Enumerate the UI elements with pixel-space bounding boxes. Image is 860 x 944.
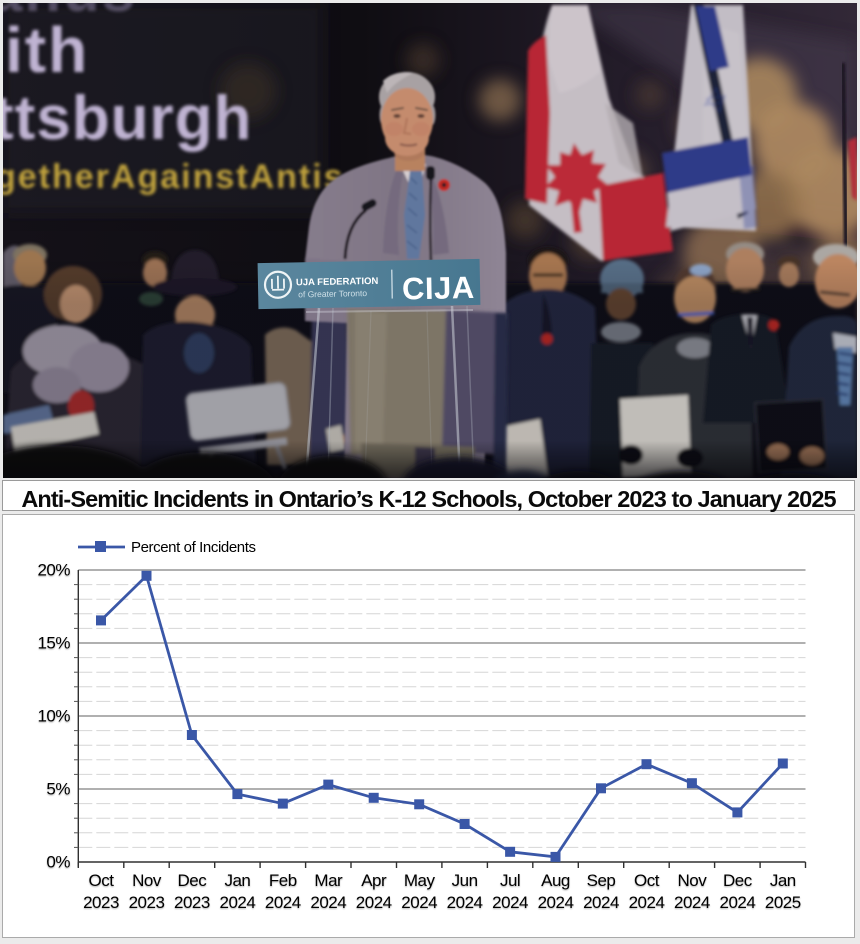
svg-text:10%: 10% bbox=[37, 707, 70, 726]
svg-text:2024: 2024 bbox=[492, 893, 528, 912]
svg-text:2023: 2023 bbox=[174, 893, 210, 912]
svg-text:getherAgainstAntis: getherAgainstAntis bbox=[3, 158, 345, 196]
svg-text:5%: 5% bbox=[46, 780, 70, 799]
svg-text:2024: 2024 bbox=[674, 893, 710, 912]
svg-text:Dec: Dec bbox=[723, 871, 753, 890]
svg-text:Jun: Jun bbox=[452, 871, 478, 890]
svg-text:Jan: Jan bbox=[770, 871, 796, 890]
svg-text:2024: 2024 bbox=[356, 893, 392, 912]
svg-text:Feb: Feb bbox=[269, 871, 297, 890]
svg-text:2024: 2024 bbox=[629, 893, 665, 912]
svg-text:2023: 2023 bbox=[129, 893, 165, 912]
svg-text:2025: 2025 bbox=[765, 893, 801, 912]
svg-text:ith: ith bbox=[5, 14, 89, 86]
svg-text:ttsburgh: ttsburgh bbox=[3, 84, 252, 153]
svg-text:Dec: Dec bbox=[178, 871, 208, 890]
svg-text:Sep: Sep bbox=[587, 871, 616, 890]
svg-text:Nov: Nov bbox=[132, 871, 162, 890]
svg-text:UJA FEDERATION: UJA FEDERATION bbox=[296, 276, 379, 289]
svg-text:Mar: Mar bbox=[314, 871, 343, 890]
svg-text:Percent of Incidents: Percent of Incidents bbox=[131, 539, 256, 556]
svg-text:2024: 2024 bbox=[719, 893, 755, 912]
svg-text:CIJA: CIJA bbox=[402, 270, 475, 306]
svg-text:2024: 2024 bbox=[583, 893, 619, 912]
svg-text:Jul: Jul bbox=[500, 871, 520, 890]
svg-text:2024: 2024 bbox=[538, 893, 574, 912]
svg-text:15%: 15% bbox=[37, 634, 70, 653]
svg-text:2024: 2024 bbox=[310, 893, 346, 912]
svg-text:2024: 2024 bbox=[447, 893, 483, 912]
svg-text:2024: 2024 bbox=[265, 893, 301, 912]
svg-text:anus: anus bbox=[3, 3, 137, 24]
svg-text:May: May bbox=[404, 871, 436, 890]
svg-text:Aug: Aug bbox=[541, 871, 570, 890]
svg-text:Apr: Apr bbox=[361, 871, 387, 890]
svg-text:Oct: Oct bbox=[634, 871, 660, 890]
svg-text:0%: 0% bbox=[46, 853, 70, 872]
svg-text:2024: 2024 bbox=[401, 893, 437, 912]
svg-text:20%: 20% bbox=[37, 561, 70, 580]
svg-text:2023: 2023 bbox=[83, 893, 119, 912]
svg-text:Nov: Nov bbox=[678, 871, 708, 890]
svg-text:2024: 2024 bbox=[219, 893, 255, 912]
svg-text:of Greater Toronto: of Greater Toronto bbox=[298, 288, 367, 299]
svg-text:Jan: Jan bbox=[224, 871, 250, 890]
svg-text:Oct: Oct bbox=[89, 871, 115, 890]
